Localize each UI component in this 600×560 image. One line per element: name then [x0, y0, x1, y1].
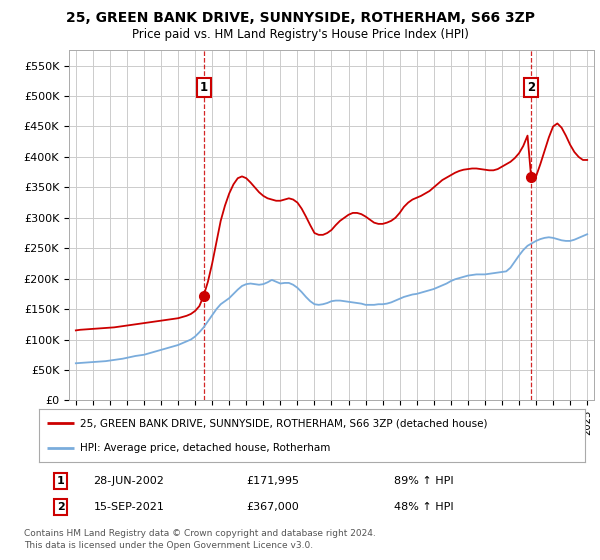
Text: Price paid vs. HM Land Registry's House Price Index (HPI): Price paid vs. HM Land Registry's House …	[131, 28, 469, 41]
Text: £367,000: £367,000	[247, 502, 299, 512]
Text: This data is licensed under the Open Government Licence v3.0.: This data is licensed under the Open Gov…	[24, 542, 313, 550]
Text: 1: 1	[200, 81, 208, 94]
Text: 28-JUN-2002: 28-JUN-2002	[94, 476, 164, 486]
Text: 2: 2	[527, 81, 535, 94]
Text: £171,995: £171,995	[247, 476, 299, 486]
Text: 48% ↑ HPI: 48% ↑ HPI	[394, 502, 454, 512]
Text: 2: 2	[57, 502, 65, 512]
Text: 1: 1	[57, 476, 65, 486]
Text: 15-SEP-2021: 15-SEP-2021	[94, 502, 164, 512]
Text: HPI: Average price, detached house, Rotherham: HPI: Average price, detached house, Roth…	[80, 442, 331, 452]
Text: 25, GREEN BANK DRIVE, SUNNYSIDE, ROTHERHAM, S66 3ZP: 25, GREEN BANK DRIVE, SUNNYSIDE, ROTHERH…	[65, 11, 535, 25]
Text: Contains HM Land Registry data © Crown copyright and database right 2024.: Contains HM Land Registry data © Crown c…	[24, 529, 376, 538]
Text: 25, GREEN BANK DRIVE, SUNNYSIDE, ROTHERHAM, S66 3ZP (detached house): 25, GREEN BANK DRIVE, SUNNYSIDE, ROTHERH…	[80, 418, 487, 428]
Text: 89% ↑ HPI: 89% ↑ HPI	[394, 476, 454, 486]
